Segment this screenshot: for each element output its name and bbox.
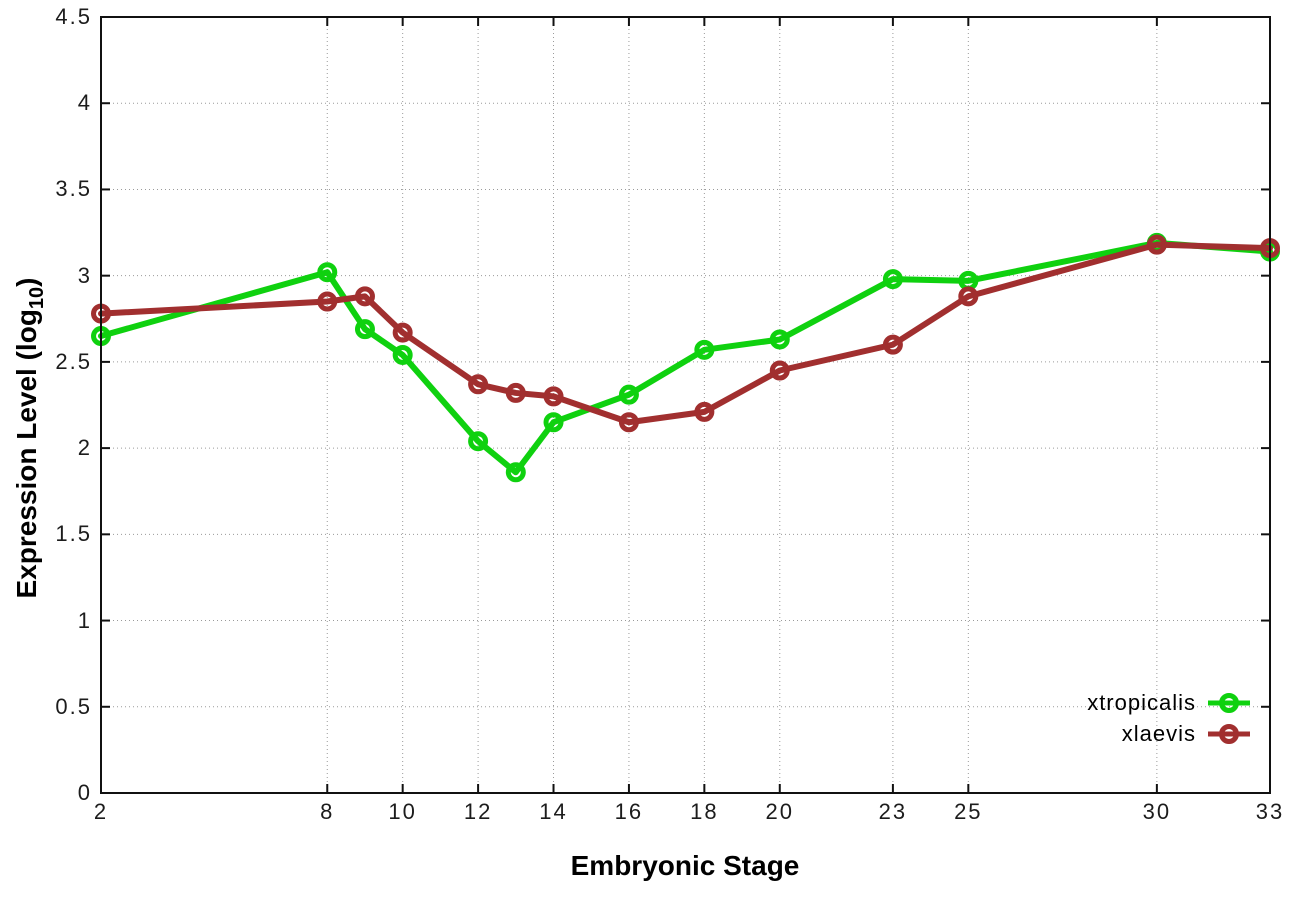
y-tick-label: 3.5 xyxy=(55,176,92,202)
x-tick-label: 16 xyxy=(614,799,644,824)
data-point-xlaevis xyxy=(694,401,715,422)
legend-sample-xtropicalis-icon xyxy=(1208,692,1250,713)
data-point-xlaevis xyxy=(468,374,489,395)
data-point-xlaevis xyxy=(392,322,413,343)
legend-row: xlaevis xyxy=(1122,719,1252,748)
x-tick-label: 23 xyxy=(878,799,908,824)
x-tick-label: 10 xyxy=(388,799,417,824)
data-point-xlaevis xyxy=(317,291,338,312)
y-tick-label: 0.5 xyxy=(55,693,92,719)
data-point-xlaevis xyxy=(1146,234,1167,255)
data-point-xlaevis xyxy=(543,386,564,407)
y-axis-title-text: Expression Level (log xyxy=(11,309,42,599)
y-axis-title-subscript: 10 xyxy=(26,286,48,310)
legend: xtropicalis xlaevis xyxy=(1087,688,1252,748)
y-tick-label: 2.5 xyxy=(55,348,92,374)
x-tick-label: 2 xyxy=(93,799,109,824)
y-tick-label: 4.5 xyxy=(55,4,92,29)
data-point-xlaevis xyxy=(618,412,639,433)
x-tick-label: 14 xyxy=(539,799,568,824)
data-point-xtropicalis xyxy=(505,462,526,483)
x-tick-label: 30 xyxy=(1142,799,1172,824)
x-tick-label: 25 xyxy=(954,799,983,824)
legend-label-xtropicalis: xtropicalis xyxy=(1087,689,1196,715)
data-point-xtropicalis xyxy=(694,339,715,360)
y-tick-label: 0 xyxy=(77,780,92,805)
y-tick-label: 3 xyxy=(77,262,92,288)
data-point-xtropicalis xyxy=(882,269,903,290)
x-tick-label: 12 xyxy=(463,799,493,824)
plot-border xyxy=(100,16,1271,794)
legend-label-xlaevis: xlaevis xyxy=(1121,720,1196,746)
legend-row: xtropicalis xyxy=(1087,688,1252,717)
data-point-xtropicalis xyxy=(618,384,639,405)
y-tick-label: 1.5 xyxy=(55,521,92,547)
y-tick-label: 2 xyxy=(77,435,92,461)
x-tick-label: 20 xyxy=(765,799,795,824)
data-point-xlaevis xyxy=(354,286,375,307)
data-point-xlaevis xyxy=(958,286,979,307)
legend-sample-xlaevis-icon xyxy=(1208,723,1250,744)
x-tick-label: 8 xyxy=(320,799,335,824)
data-point-xtropicalis xyxy=(769,329,790,350)
data-point-xtropicalis xyxy=(543,412,564,433)
y-tick-label: 4 xyxy=(77,90,92,116)
x-tick-label: 18 xyxy=(690,799,719,824)
data-point-xtropicalis xyxy=(468,431,489,452)
data-point-xlaevis xyxy=(769,360,790,381)
y-axis-title-suffix: ) xyxy=(11,277,42,287)
x-axis-title: Embryonic Stage xyxy=(570,850,800,881)
y-axis-title: Expression Level (log10) xyxy=(11,278,49,599)
data-point-xtropicalis xyxy=(317,262,338,283)
data-point-xtropicalis xyxy=(354,319,375,340)
y-tick-label: 1 xyxy=(77,607,92,633)
data-point-xlaevis xyxy=(882,334,903,355)
series-line-xtropicalis xyxy=(98,239,1273,476)
data-point-xlaevis xyxy=(505,382,526,403)
series-line-xlaevis xyxy=(98,241,1273,426)
data-point-xtropicalis xyxy=(392,344,413,365)
x-tick-label: 33 xyxy=(1255,799,1285,824)
